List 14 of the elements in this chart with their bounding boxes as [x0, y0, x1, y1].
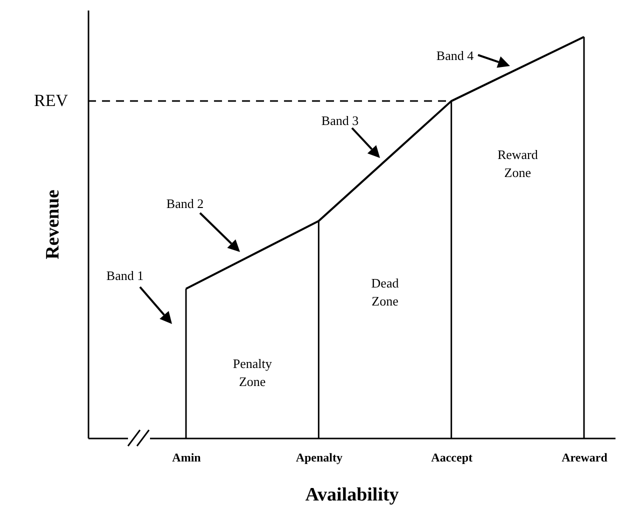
annotation: Penalty Zone [232, 356, 272, 389]
x-tick-label: Aaccept [431, 450, 472, 464]
x-tick-label: Amin [172, 450, 202, 464]
annotation: Band 4 [436, 48, 474, 63]
annotation: Band 3 [321, 113, 359, 128]
annotation: Dead Zone [371, 276, 400, 309]
annotation: Band 2 [166, 196, 204, 211]
x-tick-label: Apenalty [296, 450, 343, 464]
annotation: Band 1 [106, 268, 144, 283]
x-tick-label: Areward [562, 450, 608, 464]
y-axis-title: Revenue [42, 190, 64, 260]
x-axis-title: Availability [305, 484, 400, 506]
annotation: Reward Zone [497, 147, 538, 180]
ref-line-label: REV [34, 91, 69, 110]
